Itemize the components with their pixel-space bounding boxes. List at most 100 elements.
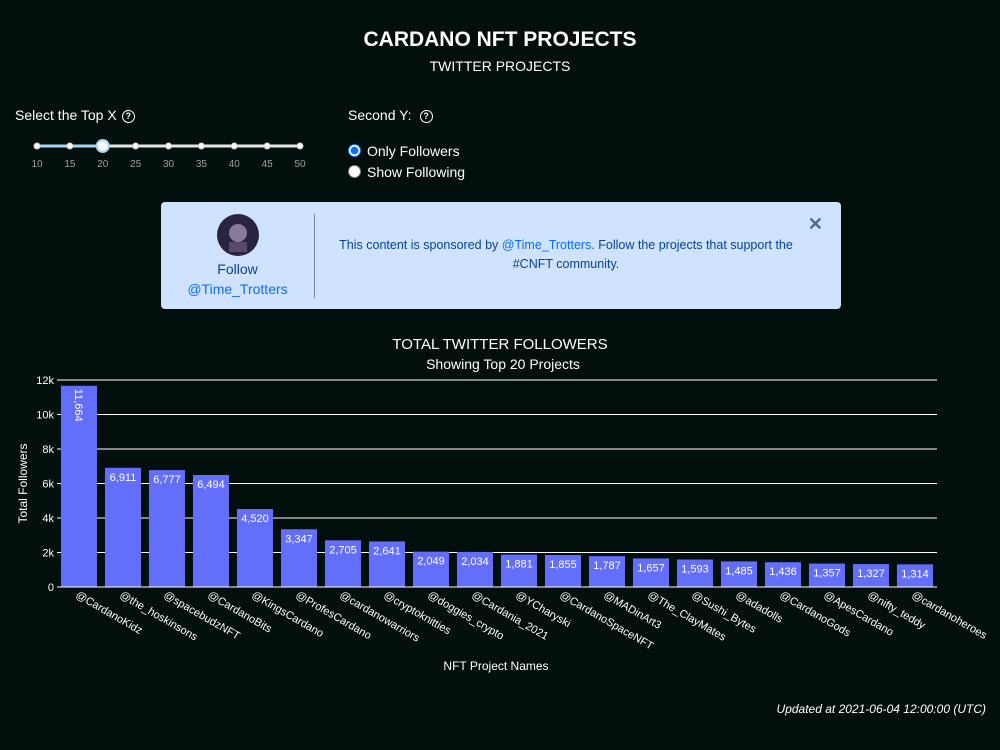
bar-value-label: 2,034 [461, 556, 489, 568]
bar-value-label: 6,777 [153, 474, 181, 486]
y-axis-label: Total Followers [16, 443, 30, 523]
slider-tick [263, 142, 271, 150]
y-tick-label: 6k [42, 479, 54, 491]
radio-label: Show Following [367, 163, 466, 180]
bar [148, 470, 186, 587]
bar [808, 563, 846, 587]
radio-button[interactable] [348, 144, 361, 157]
bar-value-label: 11,664 [72, 389, 84, 422]
slider-tick [165, 142, 172, 150]
slider-label: Select the Top X [15, 107, 117, 123]
bar [676, 559, 714, 587]
bar [236, 509, 274, 587]
slider-tick-label: 20 [97, 159, 109, 170]
bar-value-label: 1,485 [725, 565, 753, 577]
chart: TOTAL TWITTER FOLLOWERS Showing Top 20 Pr… [16, 336, 989, 673]
bar [60, 385, 98, 587]
bar-value-label: 6,911 [110, 472, 137, 484]
bar-value-label: 1,881 [505, 559, 533, 571]
slider-tick [296, 142, 304, 150]
bar [500, 554, 538, 587]
sponsor-message: This content is sponsored by @Time_Trott… [321, 236, 811, 274]
bar-value-label: 1,593 [681, 564, 709, 576]
slider-handle[interactable] [95, 139, 110, 153]
bar [324, 540, 362, 587]
message-link[interactable]: @Time_Trotters [501, 238, 592, 252]
bar [588, 556, 626, 587]
slider-tick-label: 15 [64, 159, 76, 170]
chart-title: TOTAL TWITTER FOLLOWERS [392, 336, 607, 353]
slider-control: Select the Top X? [15, 107, 135, 125]
slider-tick-label: 40 [229, 159, 241, 170]
help-icon[interactable]: ? [419, 110, 433, 123]
y-tick-label: 10k [36, 410, 54, 422]
close-button[interactable]: ✕ [807, 214, 823, 234]
slider-tick [33, 142, 41, 150]
bar-value-label: 2,641 [373, 545, 401, 557]
follow-text: Follow [217, 261, 258, 277]
y-tick-label: 8k [42, 444, 54, 456]
bar [764, 562, 802, 587]
x-tick-label: @cardanowarriors [338, 589, 422, 645]
radio-group-label: Second Y: [348, 107, 412, 123]
radio-option[interactable]: Show Following [348, 161, 465, 182]
bar [368, 541, 406, 587]
y-tick-label: 2k [42, 548, 54, 560]
bar-value-label: 1,787 [593, 560, 621, 572]
updated-timestamp: Updated at 2021-06-04 12:00:00 (UTC) [776, 702, 986, 716]
radio-button[interactable] [348, 165, 361, 178]
radio-group: Only Followers Show Following [348, 140, 465, 182]
slider-tick [66, 142, 74, 150]
help-icon[interactable]: ? [121, 110, 135, 123]
slider[interactable]: 10 15 20 25 30 35 40 45 50 [0, 130, 320, 175]
y-tick-label: 12k [36, 375, 54, 387]
slider-tick-label: 35 [196, 159, 208, 170]
x-tick-label: @the_hoskinsons [118, 589, 200, 643]
y-tick-label: 0 [48, 582, 54, 594]
radio-label: Only Followers [367, 142, 460, 159]
slider-tick [230, 142, 238, 150]
bar [192, 474, 230, 587]
slider-tick-label: 10 [31, 159, 43, 170]
x-axis-label: NFT Project Names [443, 659, 548, 673]
bar [852, 564, 890, 587]
bar-value-label: 1,327 [857, 568, 885, 580]
page-subtitle: TWITTER PROJECTS [429, 58, 571, 74]
bar-value-label: 2,049 [417, 556, 445, 568]
bar [720, 561, 758, 587]
x-tick-label: @The_ClayMates [646, 589, 729, 644]
slider-tick [132, 142, 140, 150]
bar-value-label: 6,494 [197, 479, 225, 491]
bar-value-label: 1,314 [901, 568, 929, 580]
x-tick-label: @doggies_crypto [426, 589, 506, 642]
bar-value-label: 2,705 [329, 544, 357, 556]
bar-value-label: 1,436 [769, 566, 797, 578]
slider-tick-label: 30 [163, 159, 175, 170]
message-text: This content is sponsored by [339, 238, 502, 252]
x-tick-label: @spacebudzNFT [162, 589, 243, 642]
avatar[interactable] [216, 213, 260, 257]
divider [314, 214, 315, 298]
bar [412, 551, 450, 587]
y-tick-label: 4k [42, 513, 54, 525]
bar [104, 467, 142, 587]
x-tick-label: @Cardania_2021 [470, 589, 551, 643]
bar-value-label: 1,357 [813, 568, 841, 580]
bar [632, 558, 670, 587]
slider-tick-label: 25 [130, 159, 142, 170]
bar-value-label: 1,855 [549, 559, 577, 571]
slider-tick-label: 45 [262, 159, 274, 170]
radio-option[interactable]: Only Followers [348, 140, 465, 161]
bar [280, 529, 318, 587]
bar-value-label: 3,347 [285, 533, 313, 545]
follow-link[interactable]: @Time_Trotters [187, 281, 288, 297]
sponsor-profile: Follow @Time_Trotters [161, 202, 314, 309]
chart-subtitle: Showing Top 20 Projects [426, 356, 580, 372]
bar [456, 551, 494, 587]
second-y-control: Second Y:? Only Followers Show Following [348, 107, 465, 182]
bar [896, 564, 934, 587]
slider-tick [197, 142, 205, 150]
x-tick-label: @ProfesCardano [294, 589, 374, 642]
